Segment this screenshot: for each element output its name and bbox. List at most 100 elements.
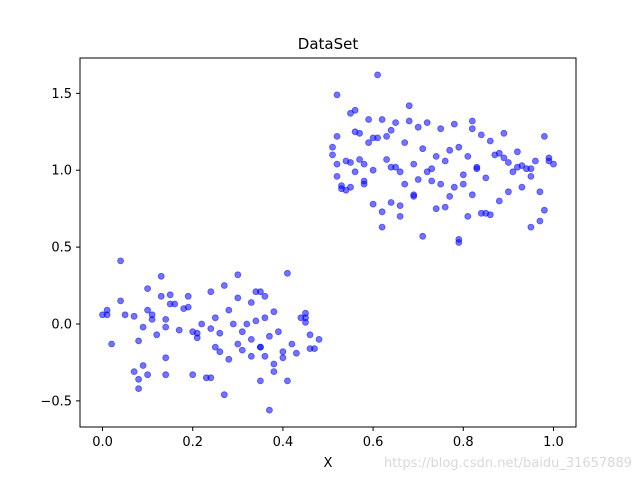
data-point xyxy=(550,160,557,168)
data-point xyxy=(495,149,503,157)
data-point xyxy=(450,120,458,128)
data-point xyxy=(500,129,508,137)
data-point xyxy=(527,172,535,180)
data-point xyxy=(302,318,309,326)
data-point xyxy=(234,340,242,348)
data-point xyxy=(270,368,278,376)
data-point xyxy=(333,132,341,140)
data-point xyxy=(329,143,336,151)
data-point xyxy=(410,160,418,168)
data-point xyxy=(468,125,476,133)
data-point xyxy=(504,188,512,196)
data-point xyxy=(139,362,147,369)
data-point xyxy=(365,139,373,147)
data-point xyxy=(477,131,485,139)
data-point xyxy=(162,323,170,331)
data-point xyxy=(378,223,386,231)
data-point xyxy=(216,329,224,337)
data-point xyxy=(261,292,269,300)
y-tick-label: 1.5 xyxy=(51,87,72,102)
data-point xyxy=(468,191,476,199)
data-point xyxy=(270,360,278,368)
data-points xyxy=(99,71,557,414)
data-point xyxy=(306,331,314,339)
data-point xyxy=(157,272,165,280)
data-point xyxy=(383,156,391,163)
data-point xyxy=(184,292,192,300)
y-tick-label: 0.5 xyxy=(51,241,72,256)
data-point xyxy=(495,197,503,205)
data-point xyxy=(432,205,440,213)
data-point xyxy=(378,116,386,123)
data-point xyxy=(135,337,143,345)
data-point xyxy=(360,160,368,168)
data-point xyxy=(541,132,548,140)
data-point xyxy=(311,345,318,353)
data-point xyxy=(274,328,282,336)
data-point xyxy=(103,311,111,319)
data-point xyxy=(171,300,179,308)
data-point xyxy=(315,335,323,343)
data-point xyxy=(486,137,494,145)
data-point xyxy=(468,117,476,125)
data-point xyxy=(545,154,553,162)
data-point xyxy=(189,371,197,379)
data-point xyxy=(401,139,409,147)
data-point xyxy=(365,116,373,123)
data-point xyxy=(464,152,472,160)
data-point xyxy=(374,71,382,79)
data-point xyxy=(302,309,309,317)
data-point xyxy=(198,320,206,328)
data-point xyxy=(243,320,251,328)
y-tick-label: 1.0 xyxy=(51,164,72,179)
data-point xyxy=(261,352,269,360)
data-point xyxy=(446,146,454,154)
plot-frame xyxy=(79,57,577,428)
data-point xyxy=(392,163,400,171)
data-point xyxy=(369,166,377,174)
data-point xyxy=(459,180,467,188)
data-point xyxy=(283,269,291,277)
data-point xyxy=(459,171,467,179)
data-point xyxy=(256,377,264,385)
data-point xyxy=(446,192,454,200)
data-point xyxy=(455,239,463,246)
data-point xyxy=(279,348,287,356)
data-point xyxy=(270,308,278,316)
data-point xyxy=(509,168,517,176)
data-point xyxy=(405,102,413,110)
data-point xyxy=(207,325,215,333)
data-point xyxy=(432,152,440,160)
data-point xyxy=(396,168,404,176)
data-point xyxy=(220,391,228,399)
data-point xyxy=(437,125,445,133)
x-tick-label: 0.8 xyxy=(453,435,474,450)
data-point xyxy=(405,117,413,125)
data-point xyxy=(265,406,273,414)
data-point xyxy=(225,355,233,363)
data-point xyxy=(207,374,215,382)
data-point xyxy=(216,348,224,356)
y-tick-label: −0.5 xyxy=(40,394,72,409)
data-point xyxy=(333,91,341,99)
data-point xyxy=(473,163,481,171)
x-axis-label: X xyxy=(324,456,333,471)
data-point xyxy=(162,315,170,323)
x-tick-label: 1.0 xyxy=(543,435,564,450)
data-point xyxy=(153,331,161,339)
data-point xyxy=(333,172,341,180)
x-tick-label: 0.4 xyxy=(273,435,294,450)
data-point xyxy=(207,288,215,296)
data-point xyxy=(238,346,246,354)
data-point xyxy=(378,208,386,216)
data-point xyxy=(441,157,449,165)
data-point xyxy=(428,165,436,173)
data-point xyxy=(514,148,521,156)
data-point xyxy=(329,151,336,159)
data-point xyxy=(238,328,246,336)
data-point xyxy=(419,232,427,240)
data-point xyxy=(135,385,143,393)
data-point xyxy=(148,315,156,323)
data-point xyxy=(288,340,296,348)
